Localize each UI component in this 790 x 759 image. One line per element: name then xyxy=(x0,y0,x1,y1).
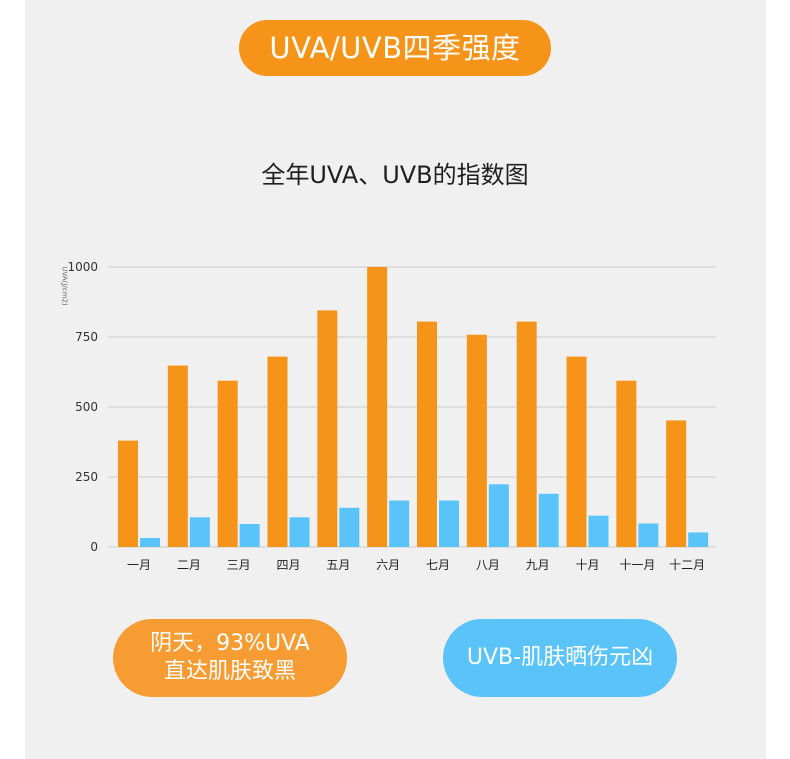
uva-bar xyxy=(466,334,487,547)
y-tick-label: 750 xyxy=(75,330,98,344)
uvb-bar xyxy=(638,523,659,547)
uvb-bar xyxy=(488,484,509,547)
uvb-bar xyxy=(239,524,260,547)
x-tick-label: 十二月 xyxy=(669,558,705,572)
uva-bar xyxy=(267,356,288,547)
uvb-bar xyxy=(189,517,210,547)
x-tick-label: 五月 xyxy=(326,558,350,572)
x-tick-label: 十一月 xyxy=(619,558,655,572)
uvb-bar xyxy=(289,517,310,547)
uvb-bar xyxy=(439,500,459,547)
uva-bar xyxy=(167,365,188,547)
uva-bar xyxy=(317,310,338,547)
uva-bar xyxy=(666,420,687,547)
uvb-bar xyxy=(140,538,160,547)
uvb-bar xyxy=(688,532,709,547)
x-tick-label: 四月 xyxy=(276,558,300,572)
x-tick-label: 二月 xyxy=(177,558,201,572)
x-tick-label: 三月 xyxy=(227,558,251,572)
x-tick-label: 七月 xyxy=(426,558,450,572)
uva-badge: 阴天，93%UVA 直达肌肤致黑 xyxy=(113,619,347,697)
y-tick-label: 500 xyxy=(75,400,98,414)
uvb-bar xyxy=(588,515,609,547)
x-tick-label: 九月 xyxy=(526,558,550,572)
y-tick-label: 1000 xyxy=(67,260,98,274)
x-tick-label: 十月 xyxy=(575,558,599,572)
y-tick-label: 250 xyxy=(75,470,98,484)
x-tick-label: 六月 xyxy=(376,558,400,572)
y-tick-label: 0 xyxy=(90,540,98,554)
uvb-bar xyxy=(339,507,360,547)
x-tick-label: 八月 xyxy=(476,558,500,572)
uva-badge-line2: 直达肌肤致黑 xyxy=(163,659,296,684)
x-tick-label: 一月 xyxy=(127,558,151,572)
uvb-badge: UVB-肌肤晒伤元凶 xyxy=(443,619,677,697)
uva-bar xyxy=(616,380,637,547)
page-title: UVA/UVB四季强度 xyxy=(239,20,551,76)
uvb-bar xyxy=(538,493,559,547)
uva-bar xyxy=(417,321,437,547)
uvb-bar xyxy=(389,500,410,547)
uva-bar xyxy=(118,440,138,547)
uva-bar xyxy=(367,267,388,547)
uva-bar xyxy=(217,380,238,547)
uvb-badge-text: UVB-肌肤晒伤元凶 xyxy=(466,645,654,670)
uva-bar xyxy=(566,356,587,547)
chart-title: 全年UVA、UVB的指数图 xyxy=(261,161,529,189)
uva-badge-line1: 阴天，93%UVA xyxy=(150,631,310,656)
uva-bar xyxy=(516,321,537,547)
